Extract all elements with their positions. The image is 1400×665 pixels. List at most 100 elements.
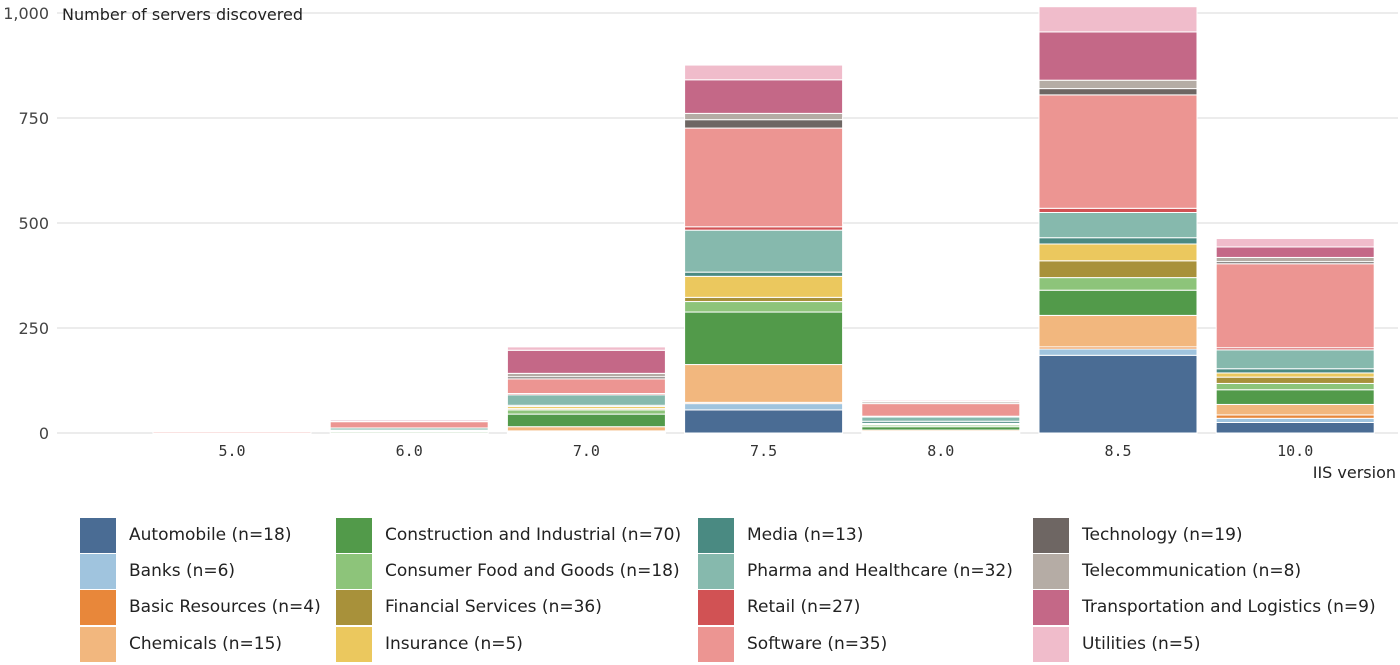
legend-label: Consumer Food and Goods (n=18)	[385, 561, 680, 581]
x-tick-label: 5.0	[218, 442, 245, 460]
y-tick-label: 1,000	[3, 4, 49, 23]
bar-segment	[684, 127, 844, 228]
bar-segment	[684, 119, 844, 129]
legend-label: Media (n=13)	[747, 525, 864, 545]
y-tick-label: 750	[18, 109, 49, 128]
x-axis-label: IIS version	[1313, 463, 1396, 482]
legend-label: Pharma and Healthcare (n=32)	[747, 561, 1013, 581]
bar-segment	[684, 409, 844, 434]
bar-segment	[506, 409, 666, 415]
bar-segment	[506, 413, 666, 428]
legend-label: Insurance (n=5)	[385, 634, 523, 654]
legend-swatch	[80, 517, 116, 553]
bar-segment	[329, 418, 489, 421]
bar-segment	[506, 372, 666, 378]
legend-label: Telecommunication (n=8)	[1082, 561, 1302, 581]
bar-segment	[684, 296, 844, 303]
legend-item: Banks (n=6)	[80, 553, 235, 589]
bar-segment	[684, 112, 844, 121]
legend-item: Construction and Industrial (n=70)	[336, 517, 681, 553]
bar-segment	[1038, 31, 1198, 81]
x-tick-label: 10.0	[1277, 442, 1313, 460]
legend-swatch	[336, 626, 372, 662]
legend-label: Chemicals (n=15)	[129, 634, 283, 654]
bar-segment	[861, 403, 1021, 417]
bar-segment	[1038, 354, 1198, 434]
legend-swatch	[698, 553, 734, 589]
x-tick-label: 7.0	[573, 442, 600, 460]
legend-label: Software (n=35)	[747, 634, 888, 654]
legend-item: Insurance (n=5)	[336, 626, 523, 662]
legend-label: Technology (n=19)	[1082, 525, 1243, 545]
y-tick-label: 500	[18, 214, 49, 233]
legend-item: Consumer Food and Goods (n=18)	[336, 553, 680, 589]
bar-segment	[684, 275, 844, 298]
bar-segment	[1215, 422, 1375, 434]
bar-segment	[684, 311, 844, 366]
bar-segment	[1038, 243, 1198, 262]
x-tick-label: 8.0	[927, 442, 954, 460]
x-axis-ticks: 5.0 6.0 7.0 7.5 8.0 8.5 10.0	[218, 442, 1313, 460]
bar-segment	[1215, 417, 1375, 423]
legend-swatch	[336, 589, 372, 625]
bar-segment	[1215, 414, 1375, 419]
legend-item: Telecommunication (n=8)	[1033, 553, 1301, 589]
legend-label: Financial Services (n=36)	[385, 597, 602, 617]
y-axis-label: Number of servers discovered	[62, 5, 303, 24]
legend-item: Software (n=35)	[698, 626, 887, 662]
bar-segment	[1038, 237, 1198, 245]
legend-label: Transportation and Logistics (n=9)	[1082, 597, 1376, 617]
bar-segment	[1038, 94, 1198, 209]
bar-segment	[684, 271, 844, 277]
bar-segment	[1215, 263, 1375, 349]
bar-segment	[1215, 256, 1375, 263]
bar-segment	[1038, 212, 1198, 239]
bar-segment	[1038, 314, 1198, 348]
bar-segment	[506, 426, 666, 432]
bar-segment	[1038, 6, 1198, 33]
legend-label: Banks (n=6)	[129, 561, 236, 581]
legend-swatch	[336, 517, 372, 553]
legend-item: Pharma and Healthcare (n=32)	[698, 553, 1013, 589]
legend-swatch	[80, 553, 116, 589]
legend-label: Basic Resources (n=4)	[129, 597, 321, 617]
bar-segment	[684, 64, 844, 81]
bar-segment	[1215, 349, 1375, 370]
bar-segment	[1038, 260, 1198, 279]
bar-segment	[1038, 207, 1198, 214]
bar-segment	[506, 346, 666, 351]
legend-label: Retail (n=27)	[747, 597, 861, 617]
bar-segment	[684, 79, 844, 114]
bar-segment	[861, 426, 1021, 431]
legend-label: Automobile (n=18)	[129, 525, 292, 545]
x-tick-label: 6.0	[396, 442, 423, 460]
bar-segment	[506, 349, 666, 374]
legend-swatch	[698, 626, 734, 662]
legend-swatch	[80, 589, 116, 625]
legend-swatch	[80, 626, 116, 662]
bar-segment	[861, 416, 1021, 422]
legend-item: Chemicals (n=15)	[80, 626, 282, 662]
legend-swatch	[1033, 589, 1069, 625]
bar-segment	[152, 431, 312, 434]
bar-segment	[1038, 289, 1198, 316]
stacked-bar-chart: 0 250 500 750 1,000 5.0 6.0 7.0 7.5 8.0 8.5 10.0 N…	[3, 4, 1398, 482]
legend-label: Construction and Industrial (n=70)	[385, 525, 682, 545]
bar-segment	[1038, 88, 1198, 96]
legend-item: Automobile (n=18)	[80, 517, 291, 553]
bar-segment	[506, 378, 666, 395]
legend: Automobile (n=18) Banks (n=6) Basic Resour…	[80, 517, 1390, 663]
bar-segment	[329, 421, 489, 429]
legend-item: Transportation and Logistics (n=9)	[1033, 589, 1376, 625]
bar-segment	[1215, 382, 1375, 391]
bar-segment	[506, 394, 666, 406]
bar-segment	[1038, 277, 1198, 291]
legend-item: Financial Services (n=36)	[336, 589, 602, 625]
bar-segment	[684, 364, 844, 403]
x-tick-label: 7.5	[750, 442, 777, 460]
bar-segment	[1215, 246, 1375, 258]
bar-segment	[684, 301, 844, 313]
bar-segment	[684, 229, 844, 273]
bar-segment	[1215, 368, 1375, 374]
x-tick-label: 8.5	[1104, 442, 1131, 460]
